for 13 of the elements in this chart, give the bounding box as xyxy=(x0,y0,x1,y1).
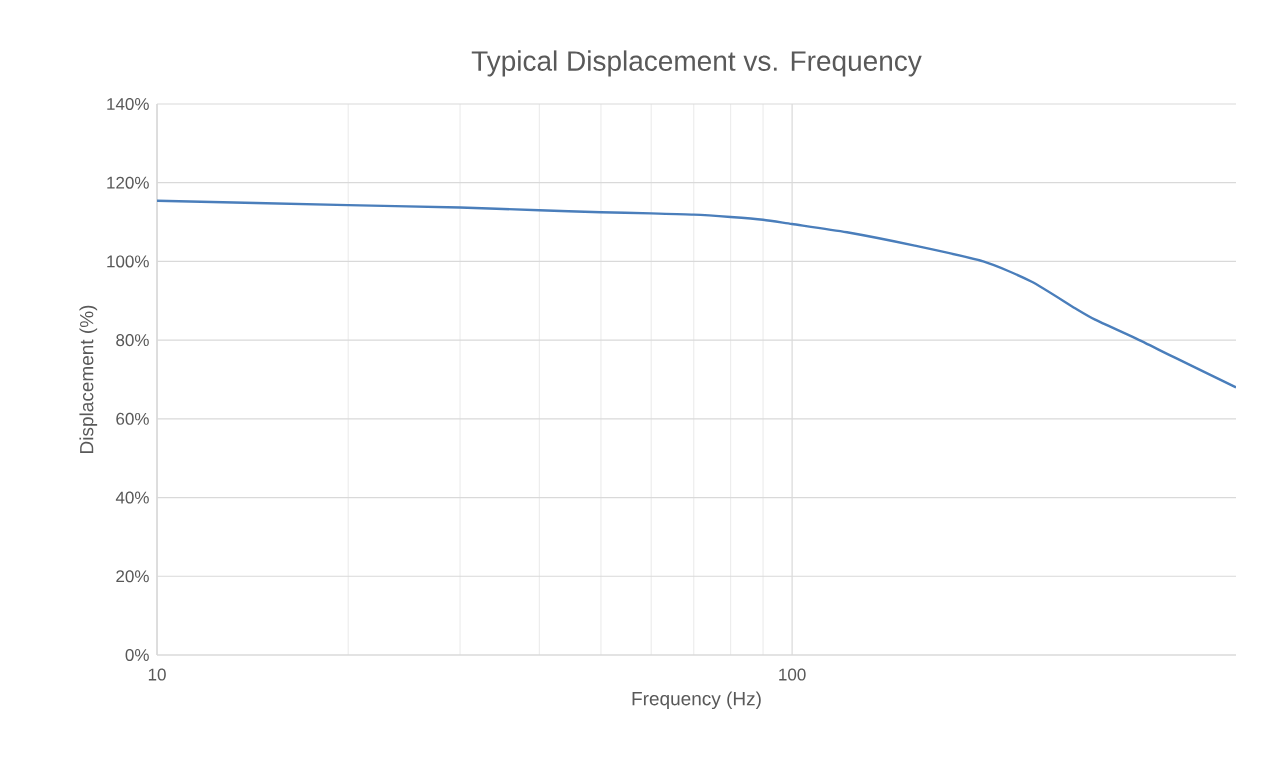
y-tick-label: 20% xyxy=(116,570,149,583)
y-tick-label: 0% xyxy=(125,648,149,662)
x-tick-label: 100 xyxy=(779,668,806,681)
y-tick-label: 120% xyxy=(107,176,149,189)
y-tick-label: 60% xyxy=(116,412,149,425)
y-tick-label: 80% xyxy=(116,334,149,347)
x-tick-label: 10 xyxy=(148,668,166,681)
chart-title: Typical Displacement vs. Frequency xyxy=(471,50,922,77)
y-axis-title: Displacement (%) xyxy=(79,305,98,453)
y-tick-label: 100% xyxy=(107,255,149,268)
x-axis-title: Frequency (Hz) xyxy=(632,691,761,710)
y-tick-label: 40% xyxy=(115,491,149,504)
y-tick-label: 140% xyxy=(107,97,149,111)
